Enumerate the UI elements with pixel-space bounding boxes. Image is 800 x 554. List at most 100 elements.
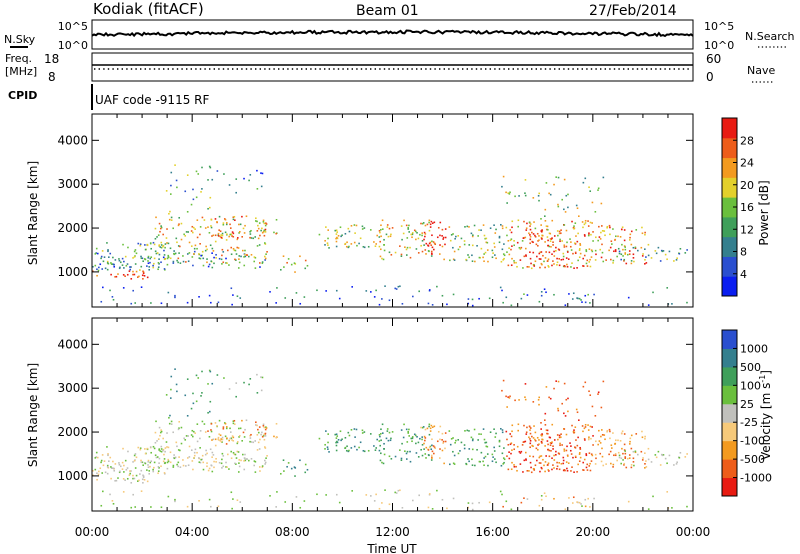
header-beam: Beam 01 (356, 3, 419, 19)
velocity-mark (582, 461, 585, 464)
power-mark (625, 262, 628, 265)
velocity-mark (373, 500, 376, 502)
power-mark (546, 228, 548, 231)
velocity-mark (100, 504, 103, 507)
power-mark (119, 266, 121, 269)
velocity-mark (335, 433, 338, 436)
power-mark (236, 237, 239, 239)
power-mark (612, 262, 614, 264)
power-mark (373, 241, 375, 243)
velocity-mark (439, 448, 441, 450)
power-mark (550, 245, 552, 248)
power-mark (262, 219, 265, 222)
velocity-mark (253, 464, 256, 467)
power-mark (306, 264, 309, 267)
power-mark (449, 239, 452, 242)
velocity-mark (118, 471, 121, 474)
power-mark (444, 243, 446, 246)
velocity-mark (614, 454, 617, 457)
velocity-mark (431, 426, 434, 429)
power-mark (219, 235, 222, 238)
power-mark (439, 221, 442, 224)
velocity-mark (199, 446, 201, 449)
power-mark (92, 265, 94, 268)
power-mark (261, 262, 264, 265)
power-mark (505, 191, 507, 194)
velocity-mark (335, 449, 338, 452)
velocity-mark (508, 457, 511, 460)
power-mark (628, 253, 631, 255)
power-mark (431, 222, 434, 225)
power-mark (513, 244, 516, 247)
power-mark (637, 249, 639, 252)
velocity-mark (157, 472, 159, 475)
velocity-mark (159, 450, 162, 452)
power-mark (220, 236, 223, 239)
velocity-mark (325, 494, 327, 496)
velocity-mark (361, 432, 364, 434)
power-mark (560, 229, 562, 231)
power-mark (110, 273, 112, 276)
power-mark (546, 228, 549, 231)
velocity-mark (428, 425, 430, 428)
velocity-mark (571, 502, 574, 504)
velocity-mark (188, 445, 191, 448)
power-mark (121, 257, 124, 260)
velocity-mark (174, 500, 176, 503)
velocity-mark (249, 378, 252, 380)
power-mark (540, 251, 543, 253)
power-mark (133, 273, 136, 276)
power-mark (519, 248, 522, 250)
power-mark (228, 235, 230, 238)
power-mark (118, 258, 120, 260)
velocity-mark (420, 426, 422, 429)
velocity-mark (144, 462, 147, 465)
power-mark (486, 249, 489, 251)
power-mark (258, 262, 261, 264)
velocity-mark (513, 448, 516, 451)
velocity-mark (240, 459, 242, 462)
velocity-mark (190, 407, 193, 410)
power-mark (455, 235, 457, 238)
velocity-mark (661, 454, 664, 457)
velocity-mark (195, 400, 198, 403)
power-mark (430, 255, 433, 257)
velocity-mark (425, 446, 428, 449)
power-mark (600, 231, 602, 234)
power-mark (134, 263, 137, 265)
power-mark (163, 268, 166, 270)
power-mark (555, 249, 557, 252)
power-mark (480, 247, 483, 250)
power-mark (595, 253, 597, 256)
velocity-mark (206, 462, 208, 464)
power-mark (178, 216, 181, 219)
power-mark (166, 263, 169, 266)
velocity-mark (236, 499, 239, 502)
velocity-mark (98, 470, 100, 473)
velocity-mark (613, 454, 615, 457)
velocity-mark (383, 453, 386, 456)
velocity-mark (386, 430, 389, 432)
power-mark (324, 244, 326, 246)
velocity-mark (303, 500, 306, 502)
velocity-mark (170, 388, 172, 391)
velocity-mark (327, 441, 329, 444)
power-mark (215, 253, 217, 256)
power-mark (579, 242, 581, 245)
velocity-mark (244, 428, 246, 431)
power-mark (254, 267, 257, 269)
velocity-mark (121, 468, 124, 470)
velocity-mark (628, 443, 631, 445)
power-mark (420, 244, 422, 247)
power-mark (347, 246, 350, 249)
velocity-colorbar-swatch (722, 330, 737, 349)
power-mark (210, 226, 213, 229)
power-mark (199, 257, 202, 260)
power-mark (234, 258, 236, 261)
velocity-mark (378, 433, 381, 436)
power-mark (299, 302, 302, 305)
velocity-mark (482, 428, 485, 430)
velocity-mark (264, 435, 267, 437)
velocity-mark (589, 394, 592, 396)
velocity-mark (156, 440, 158, 442)
